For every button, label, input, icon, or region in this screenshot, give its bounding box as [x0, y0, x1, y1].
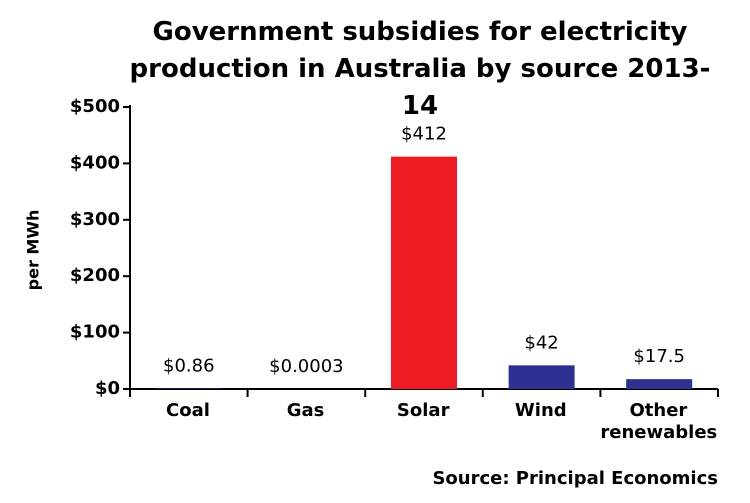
value-label: $17.5	[633, 346, 685, 367]
bar	[391, 156, 457, 389]
value-label: $412	[401, 124, 447, 145]
y-tick-label: $200	[70, 265, 120, 286]
y-tick-label: $500	[70, 96, 120, 117]
y-axis-label: per MWh	[24, 210, 43, 291]
x-tick-label: Gas	[286, 400, 325, 421]
x-tick-label: Other renewables	[600, 400, 718, 443]
chart-title: Government subsidies for electricity pro…	[129, 17, 711, 121]
x-tick-label: Coal	[166, 400, 210, 421]
value-label: $42	[524, 332, 558, 353]
x-tick-label: Solar	[396, 400, 450, 421]
bar	[626, 379, 693, 389]
y-tick-label: $0	[95, 378, 120, 399]
y-tick-label: $100	[70, 322, 120, 343]
bar	[508, 365, 575, 389]
x-tick-label: Wind	[514, 400, 567, 421]
value-label: $0.0003	[269, 356, 343, 377]
y-tick-label: $300	[70, 209, 120, 230]
y-tick-label: $400	[70, 152, 120, 173]
value-label: $0.86	[163, 356, 215, 377]
source: Source: Principal Economics	[432, 468, 718, 489]
